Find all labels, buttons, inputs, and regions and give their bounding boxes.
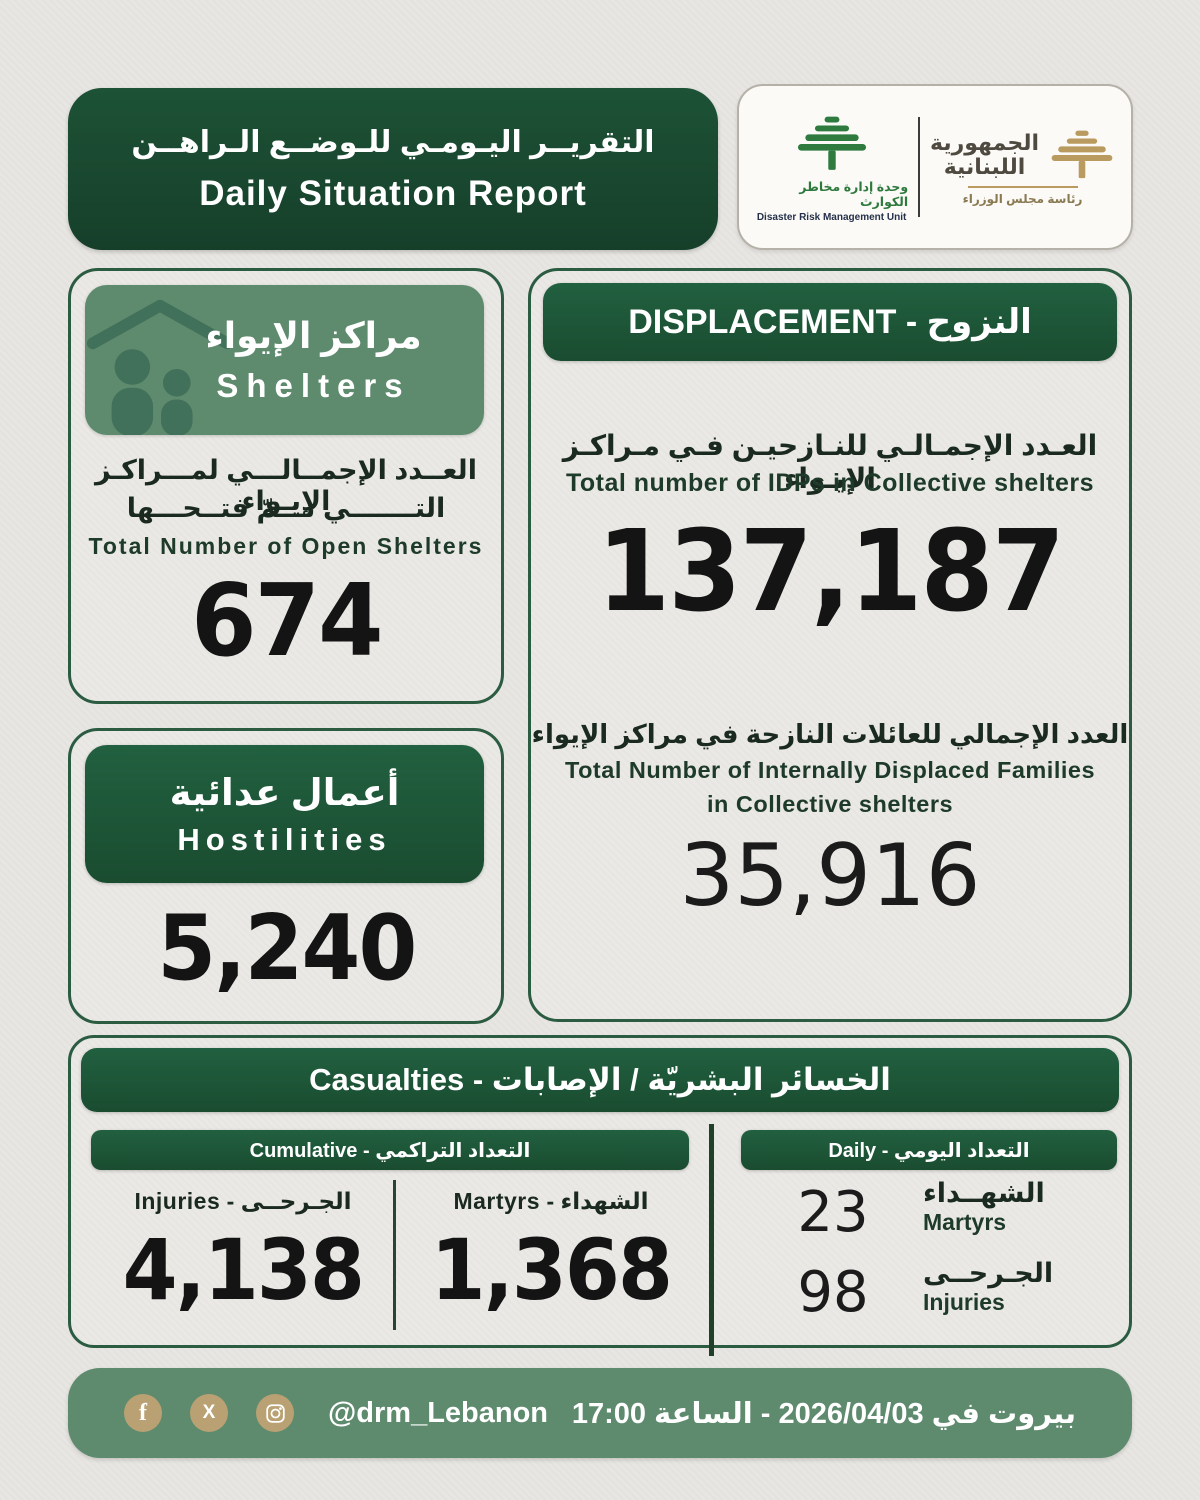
x-icon[interactable]: X	[190, 1394, 228, 1432]
cumulative-injuries-value: 4,138	[93, 1216, 393, 1325]
cumulative-title: التعداد التراكمي - Cumulative	[249, 1139, 531, 1162]
displacement-card: النزوح - DISPLACEMENT العـدد الإجمـالـي …	[528, 268, 1132, 1022]
idps-desc-arabic: العـدد الإجمـالـي للنـازحيـن فـي مـراكـز…	[562, 430, 1098, 494]
cumulative-injuries-label: الجـرحــى - Injuries	[134, 1188, 352, 1214]
open-shelters-value: 674	[71, 563, 501, 679]
daily-injuries-value: 98	[797, 1260, 869, 1325]
report-date-time: بيروت في 2026/04/03 - الساعة 17:00	[571, 1397, 1076, 1430]
report-title-english: Daily Situation Report	[199, 173, 587, 213]
footer-bar: f X @drm_Lebanon بيروت في 2026/04/03 - ا…	[68, 1368, 1132, 1458]
drm-logo: وحدة إدارة مخاطر الكوارث Disaster Risk M…	[755, 112, 908, 223]
shelters-card: مراكز الإيواء Shelters العــدد الإجمــال…	[68, 268, 504, 704]
daily-injuries-arabic: الجـرحــى	[923, 1258, 1054, 1288]
daily-martyrs-label: الشهــداء Martyrs	[923, 1178, 1113, 1236]
instagram-glyph	[265, 1403, 285, 1423]
families-desc-english-line1: Total Number of Internally Displaced Fam…	[564, 757, 1096, 783]
injuries-martyrs-divider	[393, 1180, 396, 1330]
shelters-title-english: Shelters	[216, 367, 411, 404]
casualties-card: الخسائر البشريّة / الإصابات - Casualties…	[68, 1035, 1132, 1356]
families-desc-english-line2: in Collective shelters	[706, 791, 954, 817]
idps-total-value: 137,187	[531, 505, 1129, 639]
cumulative-martyrs-label: الشهداء - Martyrs	[453, 1188, 649, 1214]
republic-name-arabic: الجمهورية اللبنانية	[930, 129, 1039, 179]
cumulative-injuries-number: 4,138	[122, 1221, 365, 1319]
daily-martyrs-arabic: الشهــداء	[923, 1178, 1045, 1208]
daily-martyrs-english: Martyrs	[923, 1209, 1007, 1235]
daily-title: التعداد اليومي - Daily	[828, 1139, 1030, 1162]
report-title-arabic: التقريــر اليـومـي للـوضــع الـراهــن	[131, 125, 655, 159]
casualties-title: الخسائر البشريّة / الإصابات - Casualties	[309, 1062, 891, 1097]
displacement-title: النزوح - DISPLACEMENT	[628, 303, 1032, 341]
casualties-card-header: الخسائر البشريّة / الإصابات - Casualties	[81, 1048, 1119, 1112]
hostilities-number: 5,240	[156, 896, 417, 1001]
hostilities-value: 5,240	[71, 893, 501, 1006]
drm-name-english: Disaster Risk Management Unit	[756, 211, 907, 223]
logos-panel: وحدة إدارة مخاطر الكوارث Disaster Risk M…	[737, 84, 1133, 250]
shelter-house-people-icon	[86, 299, 234, 435]
cedar-icon	[797, 116, 866, 170]
families-total-number: 35,916	[679, 826, 981, 926]
gold-divider-line	[967, 186, 1078, 188]
report-title-banner: التقريــر اليـومـي للـوضــع الـراهــن Da…	[68, 88, 718, 250]
hostilities-card: أعمال عدائية Hostilities 5,240	[68, 728, 504, 1024]
x-glyph: X	[202, 1402, 216, 1423]
daily-injuries-label: الجـرحــى Injuries	[923, 1258, 1113, 1316]
cumulative-daily-divider	[709, 1124, 714, 1356]
republic-name-line2: اللبنانية	[943, 154, 1026, 179]
facebook-glyph: f	[139, 1399, 147, 1426]
daily-injuries-english: Injuries	[923, 1289, 1005, 1315]
families-total-value: 35,916	[531, 823, 1129, 931]
daily-section-header: التعداد اليومي - Daily	[741, 1130, 1117, 1170]
open-shelters-number: 674	[190, 562, 383, 679]
logo-divider	[918, 117, 920, 217]
lebanese-republic-logo: الجمهورية اللبنانية رئاسة مجلس الوزراء	[930, 128, 1115, 206]
drm-name-arabic: وحدة إدارة مخاطر الكوارث	[799, 179, 909, 209]
families-desc-arabic: العدد الإجمالي للعائلات النازحة في مراكز…	[531, 719, 1129, 749]
idps-desc-english: Total number of IDPs in Collective shelt…	[565, 469, 1095, 497]
facebook-icon[interactable]: f	[124, 1394, 162, 1432]
council-of-ministers-label: رئاسة مجلس الوزراء	[962, 192, 1083, 206]
cumulative-martyrs-number: 1,368	[430, 1221, 673, 1319]
cumulative-martyrs-value: 1,368	[401, 1216, 701, 1325]
cumulative-section-header: التعداد التراكمي - Cumulative	[91, 1130, 689, 1170]
displacement-card-header: النزوح - DISPLACEMENT	[543, 283, 1117, 361]
hostilities-title-arabic: أعمال عدائية	[169, 771, 400, 813]
shelters-desc-arabic-line1: العــدد الإجمــالـــي لمـــراكـز الإيـوا…	[95, 455, 477, 516]
shelters-desc-english: Total Number of Open Shelters	[88, 533, 484, 559]
cedar-icon	[1051, 130, 1113, 179]
hostilities-card-header: أعمال عدائية Hostilities	[85, 745, 484, 883]
social-handle[interactable]: @drm_Lebanon	[328, 1396, 549, 1429]
instagram-icon[interactable]	[256, 1394, 294, 1432]
daily-martyrs-value: 23	[797, 1180, 869, 1245]
hostilities-title-english: Hostilities	[177, 821, 392, 857]
shelters-desc-arabic-line2: التـــــــي تـــمّ فتــحـــها	[126, 493, 446, 523]
republic-name-line1: الجمهورية	[930, 129, 1039, 155]
shelters-card-header: مراكز الإيواء Shelters	[85, 285, 484, 435]
shelters-title-arabic: مراكز الإيواء	[205, 315, 422, 356]
idps-total-number: 137,187	[596, 507, 1065, 637]
